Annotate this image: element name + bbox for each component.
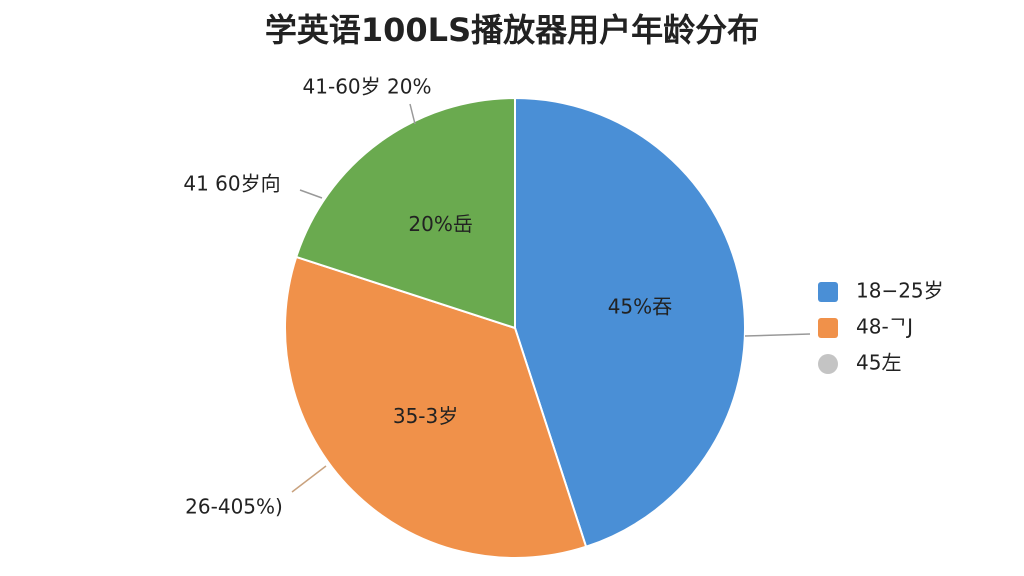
legend-label: 45左 <box>856 351 901 375</box>
annotation: 41-60岁 20% <box>303 75 432 99</box>
annotation: 41 60岁向 <box>183 172 280 196</box>
value-label: 35-3岁 <box>393 404 458 428</box>
pie: 45%吞 35-3岁 20%岳 <box>284 96 746 559</box>
pie-slice <box>294 96 516 330</box>
legend-swatch <box>818 318 838 338</box>
pie-slice <box>514 96 746 549</box>
leader-line <box>744 333 811 337</box>
legend-label: 18−25岁 <box>856 279 944 303</box>
value-label: 20%岳 <box>408 212 472 236</box>
leader-line <box>291 465 327 493</box>
chart-title: 学英语100LS播放器用户年龄分布 <box>265 11 759 49</box>
pie-slice <box>284 255 588 559</box>
legend-swatch <box>818 354 838 374</box>
leader-line <box>409 103 416 125</box>
leader-line <box>299 189 323 199</box>
value-label: 45%吞 <box>608 295 672 319</box>
legend-swatch <box>818 282 838 302</box>
legend-label: 48-ᄀJ <box>856 315 913 339</box>
annotation: 26-405%) <box>185 495 283 519</box>
